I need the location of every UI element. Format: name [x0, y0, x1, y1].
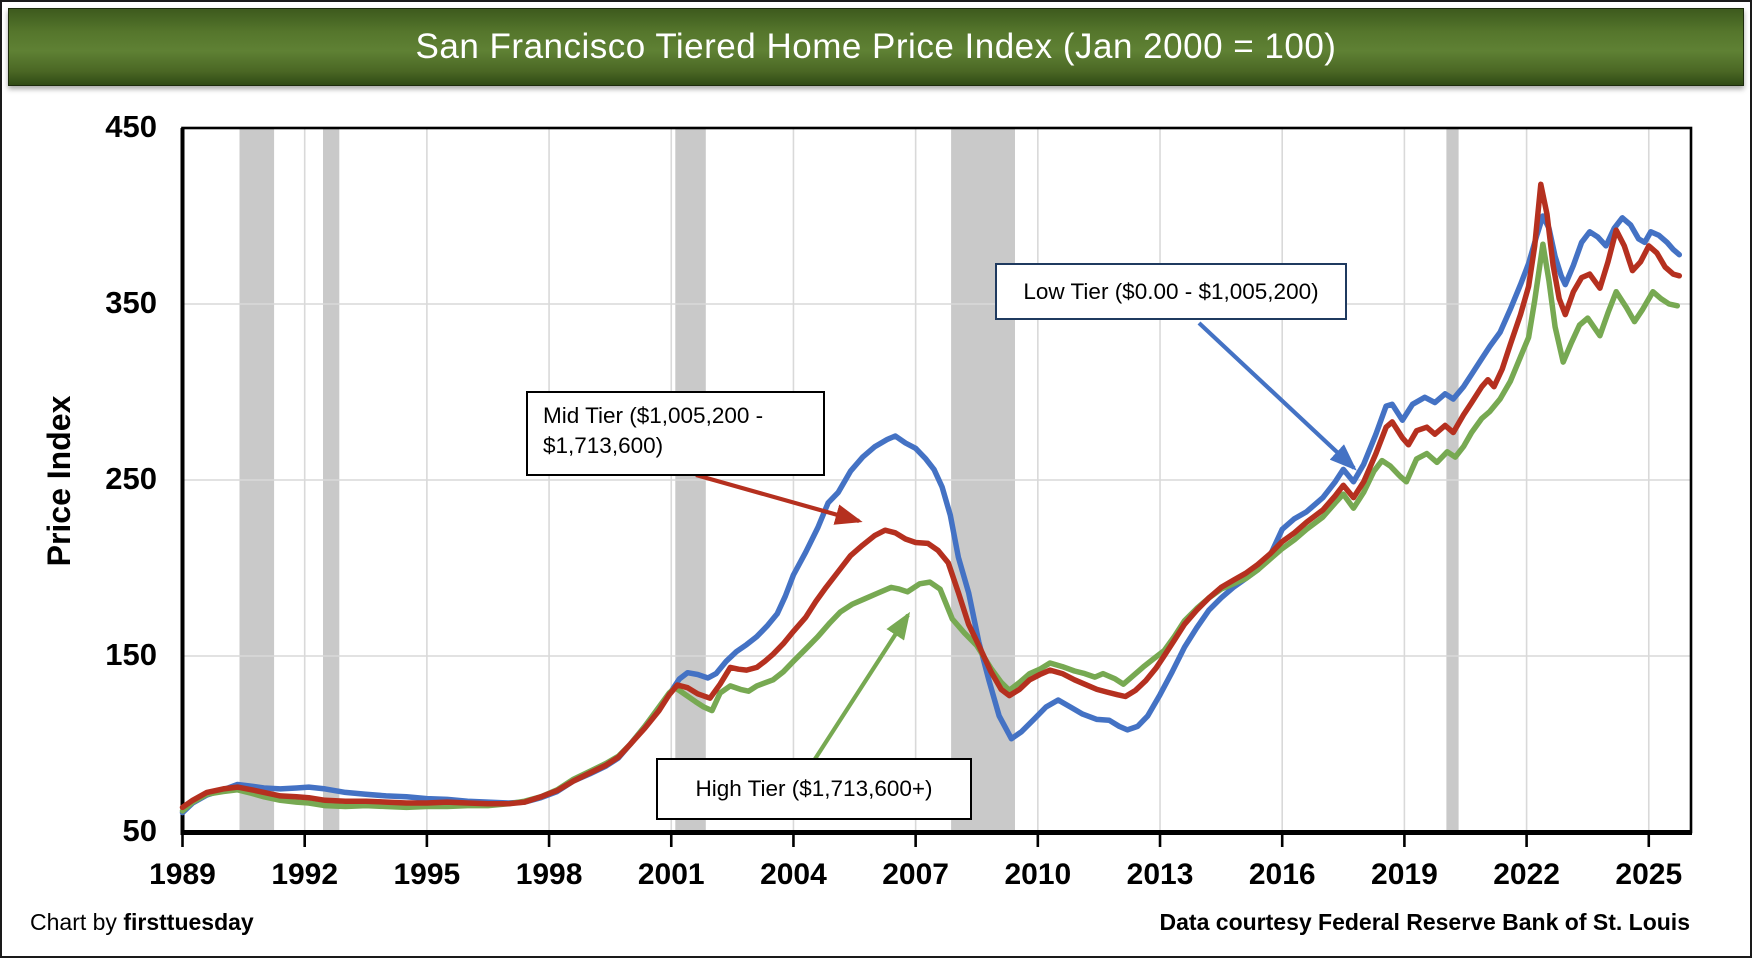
high-tier-callout: High Tier ($1,713,600+) [656, 758, 972, 820]
footer-credit-right: Data courtesy Federal Reserve Bank of St… [1159, 909, 1690, 935]
x-tick-label: 1989 [149, 858, 216, 891]
series-line-mid-tier [179, 181, 1683, 811]
y-axis-title: Price Index [41, 395, 77, 567]
x-tick-label: 1998 [515, 858, 583, 891]
y-tick-label: 450 [105, 109, 157, 144]
header-bar: San Francisco Tiered Home Price Index (J… [8, 8, 1744, 86]
x-tick-label: 2016 [1248, 858, 1316, 891]
chart-title: San Francisco Tiered Home Price Index (J… [415, 27, 1337, 66]
footer-credit-prefix: Chart by [30, 909, 124, 935]
mid-tier-callout-arrow [695, 472, 863, 525]
mid-tier-callout-label: Mid Tier ($1,005,200 - $1,713,600) [543, 403, 764, 458]
y-tick-label: 50 [122, 813, 157, 848]
x-tick-label: 1995 [393, 858, 461, 891]
y-tick-label: 150 [105, 637, 157, 672]
mid-tier-callout: Mid Tier ($1,005,200 - $1,713,600) [526, 391, 825, 476]
low-tier-callout: Low Tier ($0.00 - $1,005,200) [995, 263, 1347, 320]
x-tick-label: 2001 [637, 858, 705, 891]
x-tick-label: 2013 [1126, 858, 1194, 891]
x-tick-label: 2019 [1371, 858, 1438, 891]
x-tick-label: 2004 [760, 858, 827, 891]
x-tick-label: 2010 [1004, 858, 1072, 891]
x-tick-label: 2025 [1615, 858, 1683, 891]
high-tier-callout-arrow [813, 611, 911, 761]
low-tier-callout-label: Low Tier ($0.00 - $1,005,200) [1023, 278, 1319, 304]
y-tick-label: 350 [105, 285, 157, 320]
x-tick-label: 1992 [271, 858, 339, 891]
high-tier-callout-label: High Tier ($1,713,600+) [695, 776, 933, 802]
y-tick-label: 250 [105, 461, 157, 496]
x-tick-label: 2022 [1493, 858, 1560, 891]
footer-credit-left: Chart by firsttuesday [30, 909, 254, 936]
footer-brand: firsttuesday [123, 909, 254, 935]
low-tier-callout-arrow [1197, 321, 1357, 471]
x-tick-label: 2007 [882, 858, 949, 891]
